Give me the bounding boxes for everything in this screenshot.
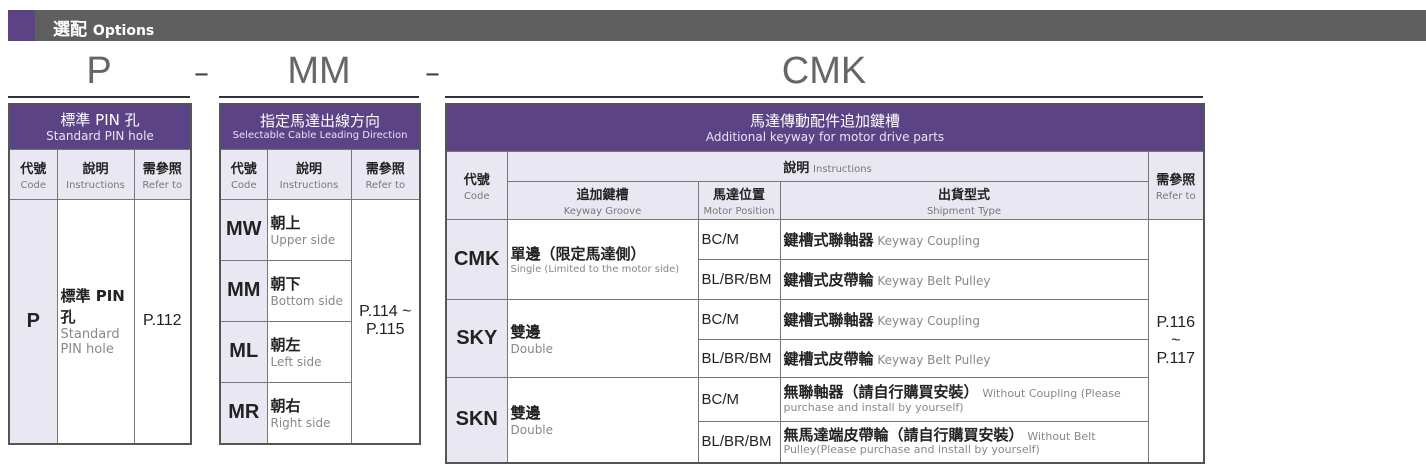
code-cell: ML <box>219 320 268 383</box>
ref-cell: P.114 ~ P.115 <box>350 198 421 445</box>
col-shipment-type: 出貨型式 Shipment Type <box>779 180 1149 220</box>
underline-mm <box>219 96 419 98</box>
code-cell: MM <box>219 259 268 322</box>
section-title: 選配 Options <box>53 15 154 40</box>
code-cell: P <box>8 198 58 445</box>
table-row: BL/BR/BM 鍵槽式皮帶輪 Keyway Belt Pulley <box>446 338 1204 378</box>
code-cell: SKY <box>445 298 508 378</box>
code-cell: CMK <box>445 218 508 300</box>
table-row: CMK 單邊（限定馬達側） Single (Limited to the moto… <box>445 218 1205 464</box>
table-row: SKN 雙邊 Double BC/M 無聯軸器（請自行購買安裝） Without … <box>445 376 1204 464</box>
table-title: 馬達傳動配件追加鍵槽 Additional keyway for motor dr… <box>445 103 1205 152</box>
col-code: 代號 Code <box>8 148 58 200</box>
desc-cell: 朝下 Bottom side <box>266 259 352 322</box>
position-cell: BL/BR/BM <box>697 258 781 300</box>
accent-square <box>8 10 35 41</box>
col-refer: 需參照 Refer to <box>350 148 421 200</box>
shipment-cell: 鍵槽式皮帶輪 Keyway Belt Pulley <box>779 258 1149 300</box>
title-en: Options <box>92 23 155 39</box>
separator: – <box>194 56 209 91</box>
table-row: BL/BR/BM 鍵槽式皮帶輪 Keyway Belt Pulley <box>446 258 1204 300</box>
code-cell: MR <box>219 381 268 445</box>
col-instructions: 說明 Instructions <box>506 150 1149 182</box>
segment-p: P <box>86 50 112 92</box>
desc-cell: 朝右 Right side <box>266 381 352 445</box>
shipment-cell: 無馬達端皮帶輪（請自行購買安裝） Without Belt Pulley(Ple… <box>779 420 1149 464</box>
groove-cell: 單邊（限定馬達側） Single (Limited to the motor si… <box>506 218 699 300</box>
code-cell: MW <box>219 198 268 261</box>
ref-cell: P.116 ~ P.117 <box>1147 218 1205 464</box>
shipment-cell: 鍵槽式聯軸器 Keyway Coupling <box>779 218 1149 260</box>
table-title: 指定馬達出線方向 Selectable Cable Leading Directi… <box>219 103 421 150</box>
ref-cell: P.112 <box>133 198 192 445</box>
underline-p <box>8 96 190 98</box>
col-refer: 需參照 Refer to <box>1147 150 1205 220</box>
table-row: MM 朝下 Bottom side <box>219 259 420 322</box>
underline-cmk <box>445 96 1203 98</box>
table-pin-hole: 標準 PIN 孔 Standard PIN hole 代號 Code 說明 Instr… <box>8 103 192 445</box>
code-cell: SKN <box>445 376 508 464</box>
shipment-cell: 無聯軸器（請自行購買安裝） Without Coupling (Please p… <box>779 376 1149 422</box>
position-cell: BC/M <box>697 376 781 422</box>
separator: – <box>425 56 440 91</box>
col-keyway-groove: 追加鍵槽 Keyway Groove <box>506 180 699 220</box>
table-row: MW 朝上 Upper side P.114 ~ P.115 <box>219 198 421 445</box>
shipment-cell: 鍵槽式皮帶輪 Keyway Belt Pulley <box>779 338 1149 378</box>
desc-cell: 標準 PIN 孔 Standard PIN hole <box>56 198 135 445</box>
table-row: MR 朝右 Right side <box>219 381 420 445</box>
table-row: BL/BR/BM 無馬達端皮帶輪（請自行購買安裝） Without Belt P… <box>446 420 1204 464</box>
position-cell: BL/BR/BM <box>697 420 781 464</box>
col-instructions: 說明 Instructions <box>266 148 352 200</box>
table-keyway: 馬達傳動配件追加鍵槽 Additional keyway for motor dr… <box>445 103 1206 464</box>
position-cell: BC/M <box>697 218 781 260</box>
table-row: ML 朝左 Left side <box>219 320 420 383</box>
shipment-cell: 鍵槽式聯軸器 Keyway Coupling <box>779 298 1149 340</box>
groove-cell: 雙邊 Double <box>506 376 699 464</box>
desc-cell: 朝左 Left side <box>266 320 352 383</box>
table-cable-direction: 指定馬達出線方向 Selectable Cable Leading Directi… <box>219 103 422 445</box>
position-cell: BL/BR/BM <box>697 338 781 378</box>
col-instructions: 說明 Instructions <box>56 148 135 200</box>
desc-cell: 朝上 Upper side <box>266 198 352 261</box>
col-code: 代號 Code <box>445 150 508 220</box>
segment-mm: MM <box>287 50 351 92</box>
table-title: 標準 PIN 孔 Standard PIN hole <box>8 103 192 150</box>
table-row: SKY 雙邊 Double BC/M 鍵槽式聯軸器 Keyway Coupling <box>445 298 1204 378</box>
groove-cell: 雙邊 Double <box>506 298 699 378</box>
col-motor-position: 馬達位置 Motor Position <box>697 180 781 220</box>
col-refer: 需參照 Refer to <box>133 148 192 200</box>
col-code: 代號 Code <box>219 148 268 200</box>
table-row: P 標準 PIN 孔 Standard PIN hole P.112 <box>8 198 192 445</box>
title-zh: 選配 <box>53 20 87 40</box>
segment-cmk: CMK <box>781 50 867 92</box>
section-header: 選配 Options <box>8 10 1426 41</box>
position-cell: BC/M <box>697 298 781 340</box>
